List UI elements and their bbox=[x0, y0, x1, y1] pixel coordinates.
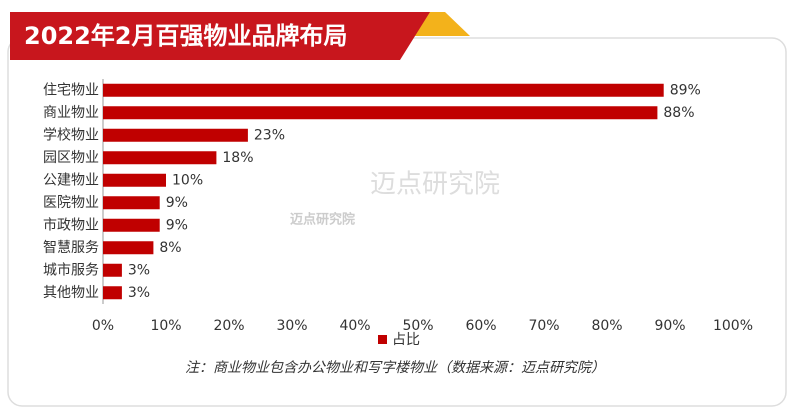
note: 注：商业物业包含办公物业和写字楼物业（数据来源：迈点研究院） bbox=[185, 360, 605, 376]
x-tick-label: 100% bbox=[713, 318, 753, 334]
y-tick-label: 学校物业 bbox=[43, 126, 99, 143]
bar bbox=[103, 106, 658, 120]
x-tick-label: 50% bbox=[402, 318, 433, 334]
bar bbox=[103, 173, 166, 187]
x-tick-label: 70% bbox=[528, 318, 559, 334]
value-label: 8% bbox=[159, 240, 181, 256]
legend-swatch bbox=[378, 335, 387, 344]
legend-label: 占比 bbox=[392, 332, 420, 348]
bar bbox=[103, 263, 122, 277]
title-banner bbox=[10, 12, 430, 60]
value-label: 10% bbox=[172, 172, 203, 188]
x-tick-label: 20% bbox=[213, 318, 244, 334]
value-label: 18% bbox=[222, 150, 253, 166]
value-label: 9% bbox=[166, 217, 188, 233]
watermark-logo: 迈点研究院 bbox=[290, 212, 355, 228]
y-tick-label: 公建物业 bbox=[43, 172, 99, 188]
x-tick-label: 40% bbox=[339, 318, 370, 334]
bar bbox=[103, 196, 160, 210]
x-tick-label: 90% bbox=[654, 318, 685, 334]
value-label: 89% bbox=[670, 82, 701, 98]
chart-title: 2022年2月百强物业品牌布局 bbox=[24, 22, 348, 50]
x-tick-label: 10% bbox=[150, 318, 181, 334]
bar bbox=[103, 218, 160, 232]
y-tick-label: 城市服务 bbox=[43, 261, 99, 278]
value-label: 3% bbox=[128, 262, 150, 278]
y-tick-label: 医院物业 bbox=[43, 195, 99, 211]
x-tick-label: 30% bbox=[276, 318, 307, 334]
bar bbox=[103, 83, 664, 97]
y-tick-label: 住宅物业 bbox=[43, 82, 99, 98]
x-tick-label: 80% bbox=[591, 318, 622, 334]
bar bbox=[103, 128, 248, 142]
watermark: 迈点研究院 bbox=[370, 170, 500, 200]
value-label: 23% bbox=[254, 127, 285, 143]
x-tick-label: 60% bbox=[465, 318, 496, 334]
value-label: 88% bbox=[663, 105, 694, 121]
x-tick-label: 0% bbox=[92, 318, 114, 334]
y-tick-label: 商业物业 bbox=[43, 105, 99, 121]
bar bbox=[103, 151, 217, 165]
y-tick-label: 市政物业 bbox=[43, 216, 99, 233]
value-label: 3% bbox=[128, 285, 150, 301]
y-tick-label: 智慧服务 bbox=[43, 240, 99, 256]
bar bbox=[103, 286, 122, 300]
value-label: 9% bbox=[166, 195, 188, 211]
y-tick-label: 其他物业 bbox=[43, 285, 99, 301]
bar bbox=[103, 241, 154, 255]
y-tick-label: 园区物业 bbox=[43, 150, 99, 166]
